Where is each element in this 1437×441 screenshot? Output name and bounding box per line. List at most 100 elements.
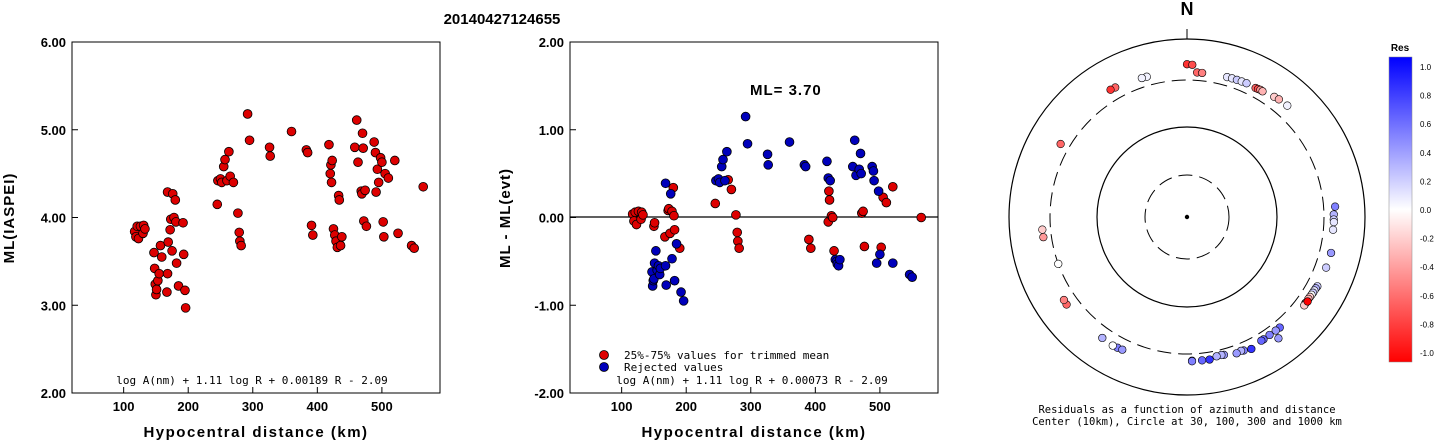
data-point — [360, 185, 370, 196]
figure-title: 20140427124655 — [444, 11, 561, 28]
station-residual-point — [1247, 344, 1256, 354]
data-point — [373, 177, 384, 188]
station-residual-point — [1039, 233, 1048, 242]
station-residual-point — [1322, 263, 1331, 272]
station-residual-point — [1274, 334, 1283, 343]
data-point — [858, 206, 868, 217]
data-point — [710, 198, 721, 209]
data-point — [162, 287, 172, 297]
data-point — [306, 220, 317, 231]
data-point — [167, 246, 177, 256]
station-residual-point — [1257, 336, 1266, 345]
data-point — [151, 284, 162, 295]
station-residual-point — [1258, 87, 1267, 96]
data-point — [873, 186, 884, 196]
data-point — [335, 240, 346, 251]
colorbar-tick-label: 0.4 — [1420, 149, 1432, 158]
y-tick-label: -2.00 — [534, 386, 564, 401]
data-point — [806, 243, 816, 254]
station-residual-point — [1187, 357, 1197, 366]
colorbar-tick-label: -0.6 — [1420, 292, 1434, 301]
data-point — [762, 149, 773, 160]
data-point — [178, 217, 188, 228]
data-point — [140, 224, 150, 234]
data-point — [162, 268, 173, 279]
station-residual-point — [1328, 225, 1338, 234]
caption-line-2: Center (10km), Circle at 30, 100, 300 an… — [1032, 416, 1342, 428]
north-label: N — [1181, 0, 1194, 19]
colorbar-tick-label: -0.2 — [1420, 235, 1434, 244]
colorbar-tick-label: 1.0 — [1420, 63, 1432, 72]
x-tick-label: 500 — [371, 399, 393, 414]
data-point — [669, 210, 679, 221]
y-tick-label: 2.00 — [41, 386, 66, 401]
x-tick-label: 500 — [869, 399, 891, 414]
data-point — [242, 109, 253, 119]
ring-30km — [1144, 174, 1230, 260]
data-point — [165, 224, 175, 235]
data-point — [881, 197, 892, 208]
data-point — [740, 111, 751, 122]
data-point — [378, 217, 388, 227]
station-residual-point — [1108, 341, 1117, 350]
x-tick-label: 200 — [177, 399, 199, 414]
colorbar-tick-label: -0.8 — [1420, 320, 1434, 329]
colorbar-gradient — [1388, 56, 1413, 363]
data-point — [731, 210, 741, 220]
data-point — [334, 195, 345, 205]
data-point — [353, 157, 363, 168]
data-point — [718, 154, 728, 165]
data-point — [393, 228, 403, 239]
data-point — [233, 208, 243, 218]
data-point — [372, 164, 383, 175]
data-point — [720, 175, 730, 186]
ml-annotation: ML= 3.70 — [750, 82, 822, 99]
x-axis-label: Hypocentral distance (km) — [641, 424, 866, 441]
colorbar-title: Res — [1391, 43, 1410, 54]
data-point — [155, 240, 166, 251]
data-point — [325, 168, 336, 179]
colorbar-tick-label: 0.2 — [1420, 177, 1432, 186]
data-point — [855, 148, 866, 159]
data-point — [722, 146, 732, 157]
data-point — [351, 115, 362, 125]
data-point — [669, 224, 680, 235]
data-point — [369, 137, 379, 147]
data-point — [678, 296, 689, 306]
data-point — [349, 142, 360, 153]
station-residual-point — [1330, 202, 1340, 211]
data-point — [371, 187, 381, 197]
data-point — [358, 143, 368, 153]
x-tick-label: 400 — [306, 399, 328, 414]
data-point — [871, 258, 882, 268]
station-residual-point — [1212, 352, 1221, 361]
data-point — [264, 142, 275, 153]
station-residual-point — [1326, 248, 1336, 258]
station-residual-point — [1137, 73, 1146, 83]
data-point — [180, 303, 191, 313]
data-point — [418, 181, 429, 192]
data-point — [784, 137, 795, 147]
y-tick-label: 0.00 — [539, 211, 564, 226]
ring-100km — [1096, 126, 1278, 308]
x-axis-label: Hypocentral distance (km) — [143, 424, 368, 441]
data-point — [824, 186, 834, 196]
data-point — [916, 212, 927, 223]
station-residual-point — [1038, 225, 1047, 234]
station-residual-point — [1205, 355, 1214, 364]
data-point — [302, 147, 313, 158]
x-tick-label: 200 — [675, 399, 697, 414]
station-residual-point — [1274, 95, 1283, 104]
data-point — [822, 156, 832, 167]
data-point — [154, 268, 164, 279]
y-tick-label: 3.00 — [41, 298, 66, 313]
x-tick-label: 300 — [242, 399, 264, 414]
x-tick-label: 100 — [113, 399, 135, 414]
station-residual-point — [1283, 101, 1292, 110]
data-point — [327, 155, 337, 166]
data-point — [286, 126, 297, 137]
colorbar-tick-label: 0.6 — [1420, 120, 1432, 129]
x-tick-label: 300 — [740, 399, 762, 414]
data-point — [763, 160, 774, 170]
station-residual-point — [1329, 218, 1338, 227]
